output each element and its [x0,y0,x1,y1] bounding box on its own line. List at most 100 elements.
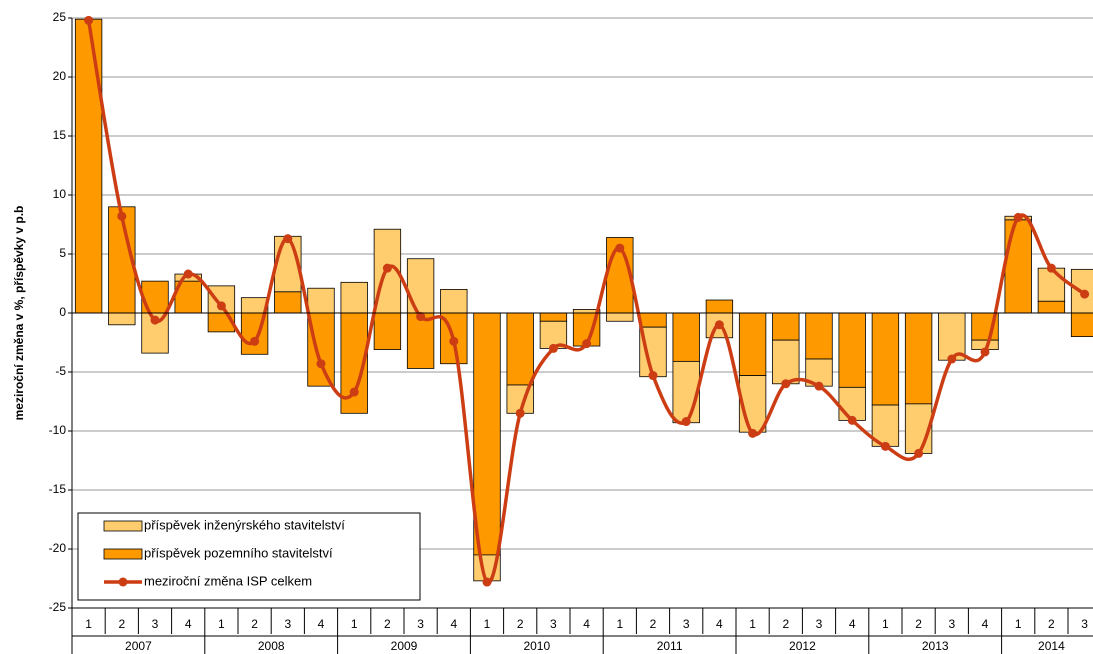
x-tick-label: 4 [982,617,989,631]
line-point [183,269,193,279]
line-point [947,354,957,364]
y-tick-label: -10 [49,423,67,437]
year-label: 2010 [523,639,550,653]
x-tick-label: 4 [318,617,325,631]
bar [1037,300,1066,314]
line-point [382,263,392,273]
x-tick-label: 3 [683,617,690,631]
x-tick-label: 1 [749,617,756,631]
x-tick-label: 4 [450,617,457,631]
x-tick-label: 2 [650,617,657,631]
line-point [349,387,359,397]
line-point [84,15,94,25]
x-tick-label: 1 [351,617,358,631]
x-tick-label: 3 [152,617,159,631]
legend-swatch [103,520,143,532]
year-label: 2009 [391,639,418,653]
bar [838,312,866,388]
x-tick-label: 3 [816,617,823,631]
x-tick-label: 2 [517,617,524,631]
bar [108,312,136,326]
y-tick-label: 20 [53,69,67,83]
line-point [316,359,326,369]
line-point [1046,263,1056,273]
x-tick-label: 3 [284,617,291,631]
line-point [980,347,990,357]
line-point [416,312,426,322]
x-tick-label: 3 [1081,617,1088,631]
bar [938,312,966,361]
line-point [283,234,293,244]
line-point [814,381,824,391]
line-point [714,320,724,330]
line-point [250,336,260,346]
bar [406,258,435,314]
line-point [449,336,459,346]
x-tick-label: 3 [550,617,557,631]
y-axis-label: meziroční změna v %, příspěvky v p.b [12,206,26,421]
x-tick-label: 4 [849,617,856,631]
x-tick-label: 4 [583,617,590,631]
bar [307,287,335,314]
bar [440,288,468,314]
x-tick-label: 1 [882,617,889,631]
x-tick-label: 2 [915,617,922,631]
y-tick-label: -25 [49,600,67,614]
y-tick-label: -20 [49,541,67,555]
line-point [914,448,924,458]
x-tick-label: 3 [417,617,424,631]
x-tick-label: 1 [85,617,92,631]
x-tick-label: 1 [218,617,225,631]
y-tick-label: 10 [53,187,67,201]
plot [74,15,1093,587]
legend-swatch [118,577,128,587]
x-tick-label: 3 [948,617,955,631]
y-tick-label: 5 [59,246,66,260]
bar [373,312,402,350]
year-label: 2007 [125,639,152,653]
legend-label: příspěvek inženýrského stavitelství [144,517,345,532]
line-point [1080,289,1090,299]
bar [805,312,833,360]
year-label: 2013 [922,639,949,653]
x-tick-label: 4 [185,617,192,631]
line-point [1013,212,1023,222]
bar [539,312,568,322]
year-label: 2012 [789,639,816,653]
line-point [748,428,758,438]
year-label: 2008 [258,639,285,653]
bar [74,18,103,314]
bar [340,281,368,314]
y-tick-label: -15 [49,482,67,496]
year-label: 2014 [1038,639,1065,653]
x-tick-label: 2 [384,617,391,631]
legend-label: příspěvek pozemního stavitelství [144,545,333,560]
line-point [847,415,857,425]
line [86,20,1086,585]
bar [274,291,302,314]
bar [1004,219,1032,314]
line-point [117,211,127,221]
bar [672,312,700,362]
bar [1070,312,1093,338]
x-tick-label: 2 [251,617,258,631]
bar [506,312,534,386]
line-point [681,417,691,427]
y-tick-label: -5 [55,364,66,378]
bar [1037,267,1066,302]
bar [838,386,866,421]
y-tick-label: 25 [53,10,67,24]
bar [606,312,634,322]
legend-label: meziroční změna ISP celkem [144,573,312,588]
bar [904,312,933,405]
bar [406,312,435,369]
bar [639,312,667,328]
x-tick-label: 2 [1048,617,1055,631]
bar [772,339,800,385]
line-point [515,408,525,418]
line-point [150,315,160,325]
line-point [781,379,791,389]
y-tick-label: 15 [53,128,67,142]
